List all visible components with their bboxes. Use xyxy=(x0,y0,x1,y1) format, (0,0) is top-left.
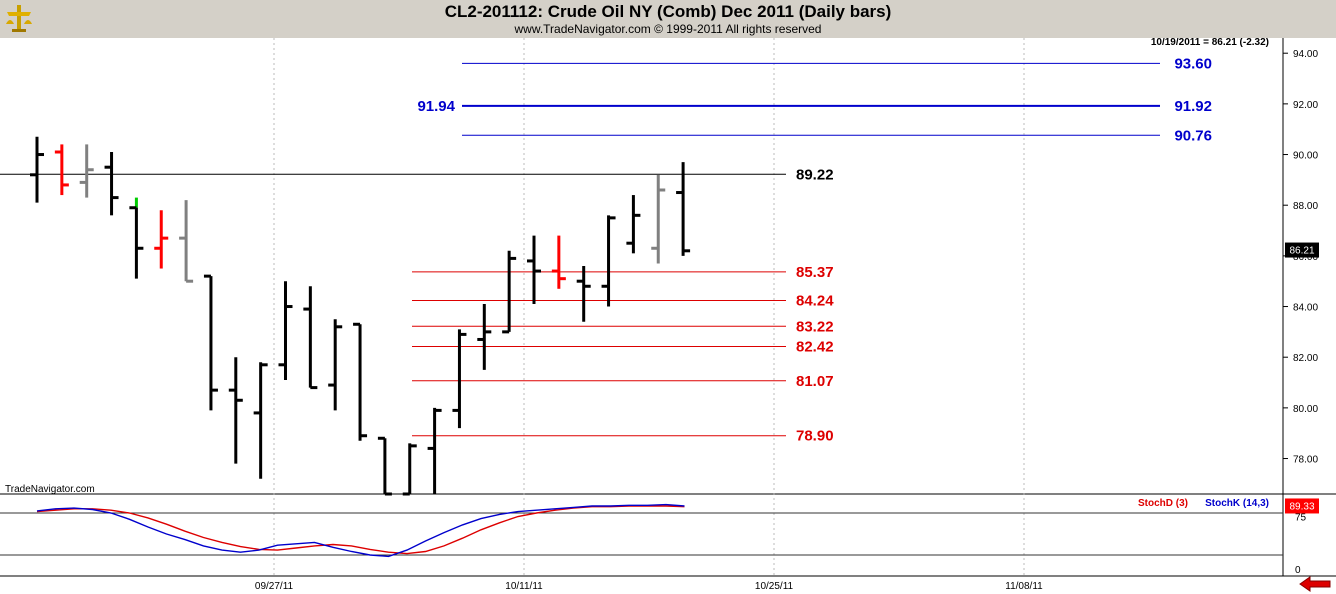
ohlc-bar xyxy=(278,281,293,380)
chart-area[interactable]: 93.60 91.92 91.94 90.76 89.22 85.37 84.24 83.22… xyxy=(0,38,1336,594)
ohlc-bar xyxy=(402,443,417,496)
price-bars xyxy=(30,136,691,496)
ohlc-bar xyxy=(328,319,343,411)
y-tick-label: 90.00 xyxy=(1293,151,1318,162)
level-left-label: 91.94 xyxy=(417,98,455,115)
ohlc-bar xyxy=(551,235,566,289)
ohlc-bar xyxy=(601,215,616,307)
x-tick-label: 10/11/11 xyxy=(505,581,543,592)
level-label: 93.60 xyxy=(1174,55,1212,72)
x-tick-label: 10/25/11 xyxy=(755,581,794,592)
level-label: 84.24 xyxy=(796,292,834,309)
level-label: 81.07 xyxy=(796,373,834,390)
trade-navigator-logo-icon[interactable] xyxy=(4,2,34,34)
stoch-y-tick-label: 0 xyxy=(1295,565,1301,576)
stoch-legend-k: StochK (14,3) xyxy=(1205,498,1269,509)
ohlc-bar xyxy=(651,174,666,264)
ohlc-bar xyxy=(228,357,243,464)
ohlc-bar xyxy=(54,144,69,196)
ohlc-bar xyxy=(79,144,94,198)
chart-title: CL2-201112: Crude Oil NY (Comb) Dec 2011… xyxy=(444,2,892,21)
ohlc-bar xyxy=(477,304,492,370)
level-label: 90.76 xyxy=(1174,127,1212,144)
y-tick-label: 88.00 xyxy=(1293,201,1318,212)
stoch-y-tick-label: 75 xyxy=(1295,513,1307,524)
ohlc-bar xyxy=(179,200,194,283)
stoch-series-line xyxy=(36,503,685,558)
y-tick-label: 84.00 xyxy=(1293,303,1318,314)
ohlc-bar xyxy=(427,407,442,494)
ohlc-bar xyxy=(377,436,392,496)
price-levels: 93.60 91.92 91.94 90.76 89.22 85.37 84.24 83.22… xyxy=(0,55,1212,445)
level-label: 89.22 xyxy=(796,166,834,183)
level-label: 83.22 xyxy=(796,318,834,335)
ohlc-bar xyxy=(30,136,44,203)
ohlc-bar xyxy=(253,362,268,479)
ohlc-bar xyxy=(353,322,368,441)
y-tick-label: 80.00 xyxy=(1293,404,1318,415)
last-price-badge xyxy=(1285,242,1319,258)
scroll-left-arrow-icon[interactable] xyxy=(1298,576,1332,592)
ohlc-bar xyxy=(452,329,467,429)
ohlc-bar xyxy=(502,250,517,334)
stoch-value-badge xyxy=(1285,498,1319,514)
chart-background xyxy=(0,38,1336,594)
watermark: TradeNavigator.com xyxy=(5,484,95,495)
ohlc-bar xyxy=(129,197,144,279)
level-label: 85.37 xyxy=(796,264,834,281)
stoch-legend-d: StochD (3) xyxy=(1138,498,1188,509)
ohlc-bar xyxy=(676,162,691,256)
ohlc-bar xyxy=(154,210,169,269)
level-label: 82.42 xyxy=(796,339,834,356)
last-price-badge-text: 86.21 xyxy=(1289,246,1314,257)
quote-readout: 10/19/2011 = 86.21 (-2.32) xyxy=(1151,38,1269,48)
stoch-value-badge-text: 89.33 xyxy=(1289,501,1314,512)
x-tick-label: 09/27/11 xyxy=(255,581,294,592)
x-tick-label: 11/08/11 xyxy=(1005,581,1043,592)
y-tick-label: 78.00 xyxy=(1293,455,1318,466)
chart-canvas xyxy=(0,38,1336,594)
chart-subtitle: www.TradeNavigator.com © 1999-2011 All r… xyxy=(514,22,822,36)
ohlc-bar xyxy=(104,152,119,216)
y-tick-label: 94.00 xyxy=(1293,49,1318,60)
level-label: 78.90 xyxy=(796,428,834,445)
level-label: 91.92 xyxy=(1174,98,1212,115)
chart-header: CL2-201112: Crude Oil NY (Comb) Dec 2011… xyxy=(0,0,1336,38)
stochastic-panel: StochD (3) StochK (14,3) xyxy=(0,498,1283,558)
ohlc-bar xyxy=(527,235,541,304)
ohlc-bar xyxy=(626,195,641,254)
ohlc-bar xyxy=(303,286,318,390)
axes: 09/27/11 10/11/11 10/25/11 11/08/11 94.00 92.… xyxy=(255,38,1319,592)
y-tick-label: 92.00 xyxy=(1293,100,1318,111)
y-tick-label: 82.00 xyxy=(1293,353,1318,364)
ohlc-bar xyxy=(203,274,218,411)
ohlc-bar xyxy=(576,266,591,322)
